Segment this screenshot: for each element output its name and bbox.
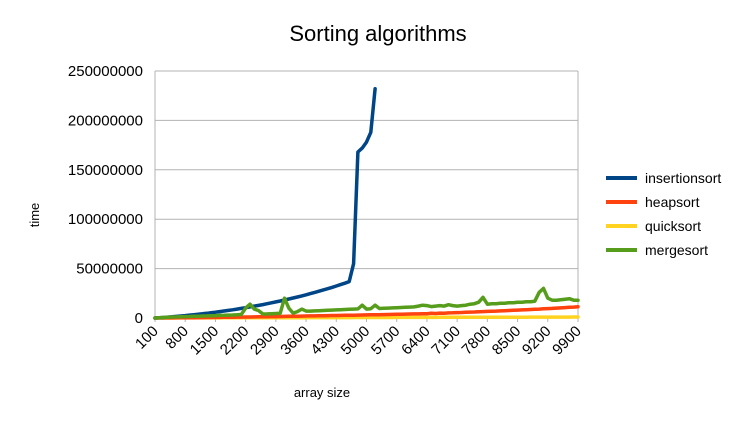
legend-label-heapsort: heapsort xyxy=(645,194,700,210)
legend-label-insertionsort: insertionsort xyxy=(645,170,721,186)
series-line-mergesort xyxy=(153,286,580,320)
series-line-heapsort xyxy=(153,305,580,320)
y-tick-label: 250000000 xyxy=(68,63,143,80)
series-lines xyxy=(153,87,580,320)
y-tick-label: 150000000 xyxy=(68,162,143,179)
y-tick-label: 50000000 xyxy=(76,261,143,278)
y-axis-title: time xyxy=(27,203,42,228)
y-tick-labels: 0 50000000 100000000 150000000 200000000 2500… xyxy=(68,63,143,327)
x-axis-title: array size xyxy=(294,385,350,400)
chart-title: Sorting algorithms xyxy=(289,21,466,46)
y-tick-label: 200000000 xyxy=(68,112,143,129)
legend: insertionsort heapsort quicksort mergesort xyxy=(606,170,721,258)
legend-label-quicksort: quicksort xyxy=(645,218,701,234)
y-tick-label: 100000000 xyxy=(68,211,143,228)
y-tick-label: 0 xyxy=(135,310,143,327)
legend-label-mergesort: mergesort xyxy=(645,242,708,258)
